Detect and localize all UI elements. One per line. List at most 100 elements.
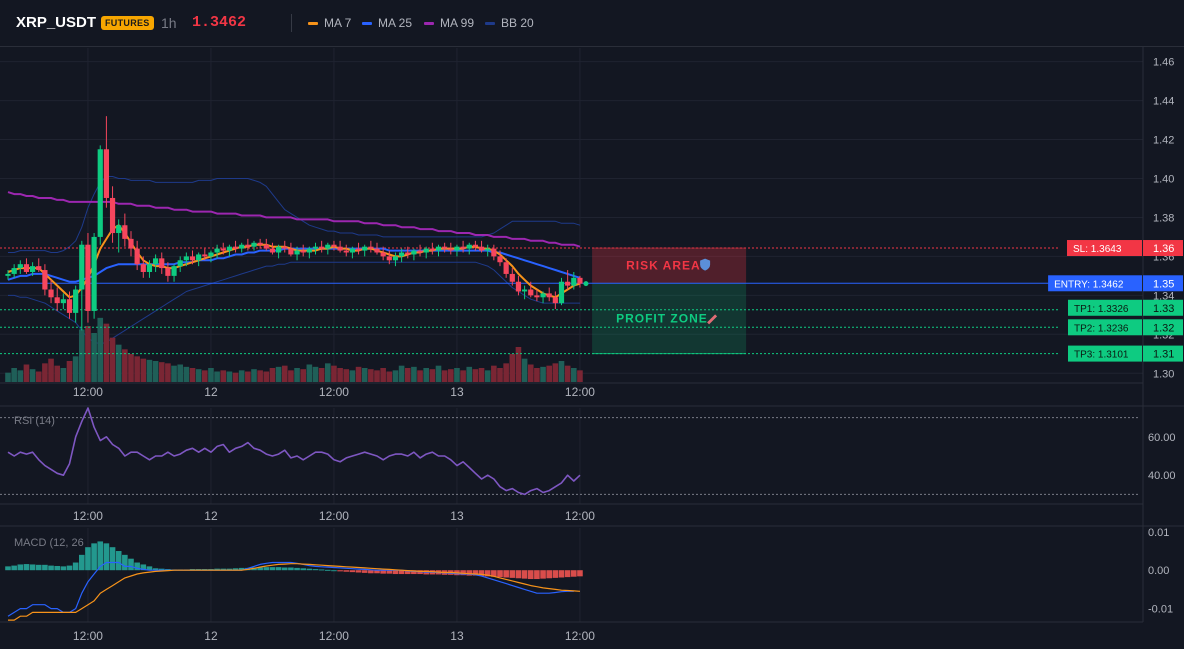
volume-bar (177, 364, 183, 382)
timeframe-label[interactable]: 1h (161, 15, 177, 31)
volume-bar (527, 364, 534, 382)
candle-body (546, 293, 552, 298)
candle-body (362, 246, 368, 251)
volume-bar (312, 366, 319, 382)
time-label: 13 (450, 385, 464, 399)
candle-body (36, 266, 42, 271)
volume-bar (134, 356, 140, 382)
macd-histogram-bar (527, 570, 534, 580)
chart-grid (0, 48, 1143, 622)
volume-bar (331, 365, 337, 382)
volume-bar (115, 344, 122, 382)
macd-histogram-bar (349, 570, 356, 573)
macd-histogram-bar (337, 570, 343, 572)
volume-bar (509, 354, 516, 382)
candle-body (5, 273, 11, 276)
volume-bar (325, 363, 331, 382)
candle-body (448, 248, 454, 251)
tp3-tag-axis-value: 1.31 (1153, 349, 1174, 361)
candle-body (109, 197, 116, 234)
candle-body (442, 246, 448, 249)
candle-body (202, 254, 208, 257)
volume-bar (429, 369, 436, 382)
candle-body (472, 244, 478, 247)
candle-body (232, 246, 239, 249)
volume-bar (577, 370, 583, 382)
time-label: 12:00 (565, 385, 595, 399)
time-label: 12:00 (73, 385, 103, 399)
macd-histogram-bar (331, 570, 337, 572)
volume-bar (42, 363, 48, 382)
symbol-name[interactable]: XRP_USDT (16, 14, 97, 31)
tp3-tag-bg (1068, 345, 1142, 362)
candle-body (300, 250, 306, 253)
ma99-line (7, 191, 581, 248)
macd-histogram-bar (23, 564, 30, 571)
price-tick-label: 1.30 (1153, 368, 1174, 380)
candle-body (159, 258, 165, 269)
volume-bar (232, 372, 239, 382)
volume-bar (128, 354, 134, 382)
price-tick-label: 1.38 (1153, 212, 1174, 224)
candle-body (23, 264, 30, 272)
profit-zone (592, 283, 747, 354)
rsi-panel: RSI (14) 60.00 40.00 (0, 407, 1176, 496)
candle-body (17, 264, 23, 269)
macd-histogram-bar (398, 570, 405, 575)
legend-bb20[interactable]: BB 20 (485, 16, 534, 30)
volume-bar (269, 368, 276, 382)
macd-histogram-bar (140, 564, 147, 571)
candle-body (11, 268, 17, 274)
volume-bar (404, 368, 411, 382)
legend-ma99-label: MA 99 (440, 16, 475, 30)
volume-bar (337, 368, 343, 382)
price-tick-label: 1.34 (1153, 290, 1174, 302)
macd-histogram-bar (60, 566, 67, 571)
bb20-swatch-icon (485, 21, 495, 25)
volume-bars (5, 317, 583, 382)
candle-body (522, 289, 528, 292)
legend-ma7[interactable]: MA 7 (308, 16, 351, 30)
volume-bar (534, 368, 540, 382)
volume-bar (423, 368, 429, 382)
volume-bar (189, 368, 196, 382)
macd-histogram-bar (288, 567, 294, 571)
legend-ma25[interactable]: MA 25 (362, 16, 412, 30)
macd-histogram-bar (232, 568, 239, 571)
time-label: 12 (204, 385, 218, 399)
ma25-swatch-icon (362, 21, 372, 25)
candle-body (140, 264, 146, 272)
candle-body (97, 149, 103, 237)
legend-ma99[interactable]: MA 99 (424, 16, 474, 30)
volume-bar (478, 368, 485, 382)
volume-bar (245, 371, 251, 382)
volume-bar (158, 362, 165, 382)
macd-histogram-bar (54, 565, 60, 571)
macd-histogram-bar (318, 569, 325, 571)
price-tick-label: 1.40 (1153, 173, 1174, 185)
time-label: 12:00 (565, 509, 595, 523)
volume-bar (66, 361, 73, 382)
macd-histogram-bar (368, 570, 374, 574)
tp2-tag-label: TP2: 1.3236 (1074, 323, 1129, 334)
volume-bar (72, 356, 79, 382)
macd-histogram-bar (134, 562, 140, 571)
volume-bar (355, 366, 362, 382)
macd-histogram-bar (257, 567, 263, 571)
candle-body (42, 270, 48, 290)
risk-area-zone (592, 248, 747, 284)
macd-histogram-bar (343, 570, 350, 572)
volume-bar (552, 363, 559, 382)
candle-body (478, 246, 485, 251)
macd-histogram-bar (281, 567, 288, 571)
candle-body (30, 266, 36, 272)
volume-bar (435, 365, 442, 382)
legend-bb20-label: BB 20 (501, 16, 534, 30)
volume-bar (48, 358, 54, 382)
price-tick-label: 1.46 (1153, 57, 1174, 69)
macd-histogram-bar (515, 570, 522, 579)
volume-bar (275, 366, 282, 382)
trade-levels (0, 247, 1060, 355)
macd-histogram-bar (484, 570, 491, 577)
